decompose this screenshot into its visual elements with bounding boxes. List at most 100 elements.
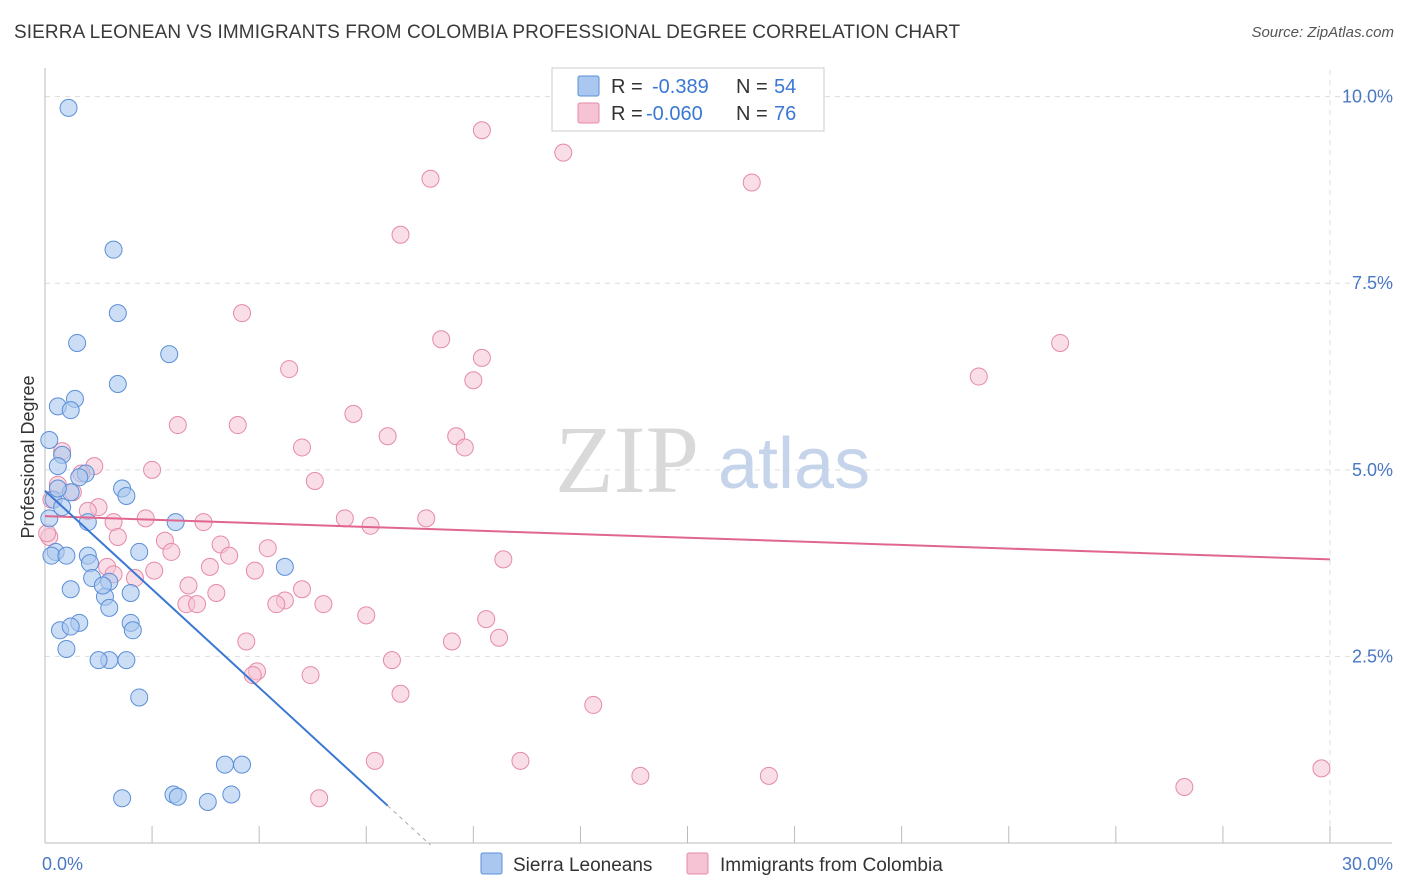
data-point-immigrants-from-colombia: [228, 416, 247, 435]
data-point-sierra-leoneans: [168, 787, 187, 806]
data-point-immigrants-from-colombia: [382, 651, 401, 670]
data-point-immigrants-from-colombia: [759, 766, 778, 785]
data-point-immigrants-from-colombia: [258, 539, 277, 558]
y-axis-label: Professional Degree: [18, 375, 38, 538]
data-point-sierra-leoneans: [117, 486, 136, 505]
data-point-immigrants-from-colombia: [305, 472, 324, 491]
data-point-immigrants-from-colombia: [314, 595, 333, 614]
data-point-sierra-leoneans: [61, 580, 80, 599]
data-point-immigrants-from-colombia: [1051, 333, 1070, 352]
bottom-legend-swatch-pink: [686, 852, 709, 875]
data-point-immigrants-from-colombia: [742, 173, 761, 192]
axes: [44, 68, 1392, 844]
trend-line-sierra-leoneans: [44, 489, 389, 807]
data-point-sierra-leoneans: [160, 345, 179, 364]
data-point-sierra-leoneans: [130, 542, 149, 561]
data-point-immigrants-from-colombia: [417, 509, 436, 528]
y-tick-label: 7.5%: [1352, 273, 1393, 293]
data-point-immigrants-from-colombia: [365, 751, 384, 770]
correlation-legend: R = -0.389 N = 54 R = -0.060 N = 76: [551, 67, 825, 132]
data-point-sierra-leoneans: [123, 621, 142, 640]
watermark: ZIP atlas: [555, 406, 870, 513]
data-point-immigrants-from-colombia: [391, 225, 410, 244]
data-point-immigrants-from-colombia: [472, 121, 491, 140]
grid-lines: [45, 70, 1392, 843]
data-point-immigrants-from-colombia: [104, 513, 123, 532]
data-point-sierra-leoneans: [78, 513, 97, 532]
data-point-sierra-leoneans: [215, 755, 234, 774]
data-point-immigrants-from-colombia: [280, 360, 299, 379]
x-tick-label: 0.0%: [42, 854, 83, 874]
data-point-immigrants-from-colombia: [168, 416, 187, 435]
data-point-sierra-leoneans: [121, 583, 140, 602]
legend-r-value-pink: -0.060: [646, 103, 703, 125]
data-point-immigrants-from-colombia: [293, 438, 311, 457]
legend-swatch-pink: [577, 102, 600, 124]
data-point-immigrants-from-colombia: [301, 666, 320, 685]
bottom-legend-label-immigrants-from-colombia: Immigrants from Colombia: [720, 855, 943, 876]
data-point-immigrants-from-colombia: [432, 330, 451, 349]
data-point-immigrants-from-colombia: [494, 550, 513, 569]
data-point-sierra-leoneans: [89, 651, 108, 670]
x-tick-labels: 0.0% 30.0%: [42, 854, 1393, 874]
legend-n-label-blue: N =: [736, 76, 768, 98]
data-point-immigrants-from-colombia: [108, 528, 127, 546]
series-sierra-leoneans: [40, 98, 294, 811]
data-point-immigrants-from-colombia: [38, 524, 57, 543]
data-point-sierra-leoneans: [80, 554, 99, 573]
data-point-immigrants-from-colombia: [442, 632, 461, 651]
data-point-immigrants-from-colombia: [237, 632, 256, 651]
data-point-immigrants-from-colombia: [584, 695, 603, 714]
legend-n-value-pink: 76: [774, 103, 796, 125]
data-point-sierra-leoneans: [108, 304, 127, 323]
data-point-immigrants-from-colombia: [1312, 759, 1331, 778]
data-point-sierra-leoneans: [93, 576, 112, 595]
data-point-sierra-leoneans: [166, 513, 185, 532]
data-point-immigrants-from-colombia: [1175, 778, 1194, 797]
data-point-sierra-leoneans: [61, 401, 80, 420]
data-point-immigrants-from-colombia: [245, 561, 264, 580]
trend-line-immigrants-from-colombia: [44, 515, 1331, 561]
data-point-sierra-leoneans: [113, 789, 132, 808]
series-legend: Sierra Leoneans Immigrants from Colombia: [480, 852, 943, 876]
data-point-immigrants-from-colombia: [335, 509, 354, 528]
data-point-sierra-leoneans: [59, 98, 78, 117]
y-tick-label: 2.5%: [1352, 646, 1393, 666]
source-credit: Source: ZipAtlas.com: [1251, 24, 1394, 41]
data-point-sierra-leoneans: [57, 639, 76, 658]
data-point-immigrants-from-colombia: [631, 766, 650, 785]
data-point-immigrants-from-colombia: [378, 427, 397, 446]
data-point-sierra-leoneans: [104, 240, 123, 259]
bottom-legend-swatch-blue: [480, 852, 503, 875]
data-point-immigrants-from-colombia: [421, 169, 440, 188]
watermark-zip: ZIP: [555, 406, 699, 513]
data-point-immigrants-from-colombia: [143, 460, 162, 479]
data-point-sierra-leoneans: [42, 546, 61, 565]
data-point-sierra-leoneans: [57, 546, 76, 565]
data-point-immigrants-from-colombia: [293, 580, 311, 599]
data-point-immigrants-from-colombia: [554, 143, 573, 162]
y-tick-label: 10.0%: [1342, 87, 1393, 107]
data-point-immigrants-from-colombia: [267, 595, 286, 614]
data-point-immigrants-from-colombia: [361, 516, 380, 535]
data-point-sierra-leoneans: [233, 755, 252, 774]
data-point-immigrants-from-colombia: [207, 583, 226, 602]
data-point-sierra-leoneans: [108, 375, 127, 393]
data-point-immigrants-from-colombia: [145, 561, 164, 580]
data-point-immigrants-from-colombia: [220, 546, 239, 565]
data-point-sierra-leoneans: [48, 457, 67, 476]
trend-lines: [44, 489, 1331, 846]
data-point-sierra-leoneans: [100, 598, 119, 617]
data-point-sierra-leoneans: [130, 688, 149, 707]
chart-title: SIERRA LEONEAN VS IMMIGRANTS FROM COLOMB…: [14, 22, 961, 43]
data-point-sierra-leoneans: [61, 617, 80, 636]
data-point-sierra-leoneans: [40, 509, 59, 528]
data-point-immigrants-from-colombia: [162, 542, 181, 561]
data-point-sierra-leoneans: [117, 651, 136, 670]
data-point-immigrants-from-colombia: [344, 404, 363, 423]
watermark-atlas: atlas: [718, 424, 870, 504]
data-point-sierra-leoneans: [68, 333, 87, 352]
data-point-immigrants-from-colombia: [233, 304, 252, 323]
data-point-immigrants-from-colombia: [464, 371, 483, 390]
